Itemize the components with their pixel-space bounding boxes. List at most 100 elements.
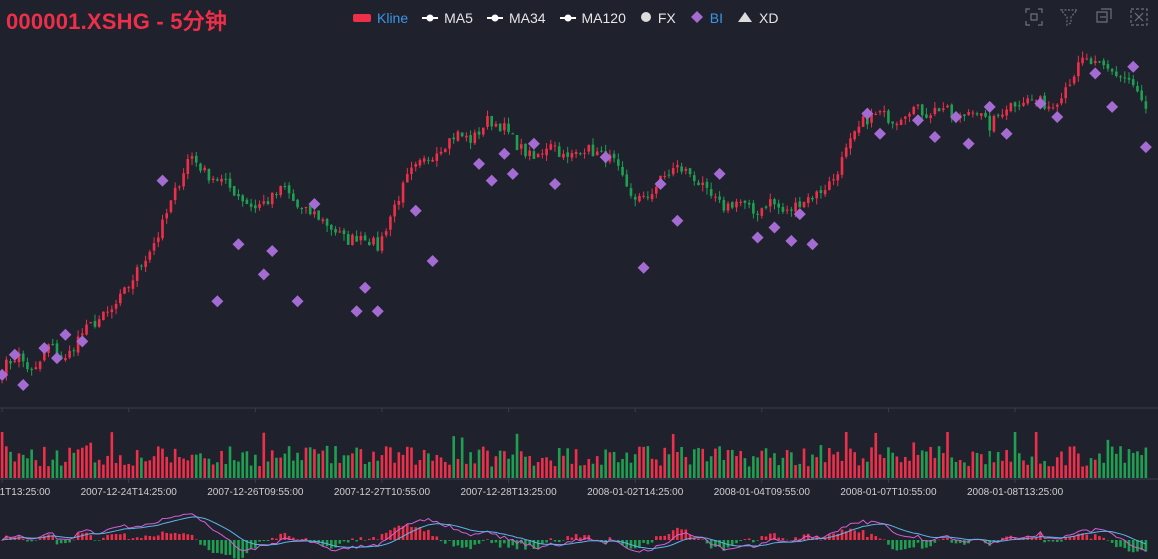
macd-hist-bar — [127, 539, 131, 540]
volume-bar — [64, 461, 67, 478]
candle — [621, 166, 624, 176]
candle — [777, 203, 781, 208]
zoom-icon[interactable] — [1024, 7, 1044, 27]
macd-hist-bar — [228, 540, 232, 555]
candle — [207, 168, 211, 181]
macd-hist-bar — [477, 540, 481, 544]
macd-hist-bar — [165, 532, 169, 540]
legend-item-bi[interactable]: BI — [690, 10, 723, 27]
volume-bar — [389, 447, 392, 478]
volume-bar — [541, 457, 544, 478]
volume-bar — [1140, 455, 1143, 478]
macd-hist-bar — [730, 540, 734, 546]
candle — [570, 153, 574, 158]
macd-hist-bar — [676, 527, 679, 540]
x-tick-label: 2007-12-24T14:25:00 — [81, 487, 178, 498]
volume-bar — [279, 457, 282, 478]
volume-bar — [617, 462, 620, 478]
volume-bar — [296, 452, 299, 478]
candle — [439, 151, 443, 154]
volume-bar — [697, 447, 700, 478]
candle — [1123, 77, 1127, 79]
candle — [887, 110, 890, 123]
candle — [114, 303, 118, 309]
candle — [418, 160, 422, 166]
macd-hist-bar — [422, 531, 426, 540]
macd-hist-bar — [498, 540, 502, 548]
volume-bar — [946, 432, 949, 478]
volume-bar — [152, 456, 156, 478]
macd-hist-bar — [528, 540, 531, 546]
circle-line-icon — [559, 10, 576, 26]
candle — [72, 350, 76, 352]
legend-item-kline[interactable]: Kline — [353, 10, 408, 26]
volume-bar — [351, 453, 354, 478]
legend-item-ma120[interactable]: MA120 — [559, 10, 626, 26]
volume-bar — [1055, 457, 1059, 478]
macd-hist-bar — [895, 540, 899, 551]
volume-bar — [367, 461, 371, 478]
save-image-icon[interactable] — [1129, 7, 1149, 27]
candle — [106, 311, 109, 313]
candle — [372, 237, 375, 245]
volume-bar — [1017, 453, 1021, 478]
macd-hist-bar — [275, 538, 278, 540]
macd-hist-bar — [663, 535, 667, 540]
macd-hist-bar — [904, 540, 907, 550]
legend-item-ma34[interactable]: MA34 — [486, 10, 546, 26]
candle — [308, 205, 312, 215]
volume-bar — [59, 465, 63, 478]
candle — [262, 201, 266, 204]
candle — [612, 153, 616, 159]
macd-hist-bar — [1013, 537, 1017, 540]
macd-hist-bar — [570, 537, 574, 540]
candle — [1085, 58, 1089, 60]
volume-bar — [321, 450, 325, 478]
volume-bar — [216, 462, 219, 478]
volume-bar — [1115, 453, 1118, 478]
volume-bar — [452, 436, 456, 478]
volume-bar — [1085, 465, 1089, 478]
x-tick-label: 2007-12-21T13:25:00 — [0, 487, 51, 498]
volume-bar — [448, 464, 451, 478]
legend-item-ma5[interactable]: MA5 — [422, 10, 473, 26]
candle — [304, 206, 308, 209]
candle — [549, 144, 553, 150]
macd-hist-bar — [359, 537, 363, 540]
macd-hist-bar — [912, 540, 916, 548]
volume-bar — [545, 457, 548, 478]
candle — [671, 168, 675, 175]
zoom-reset-icon[interactable] — [1059, 7, 1079, 27]
bi-marker — [50, 352, 63, 365]
macd-hist-bar — [916, 540, 920, 543]
candle — [228, 178, 232, 188]
macd-hist-bar — [937, 539, 941, 541]
volume-bar — [832, 454, 835, 478]
x-tick-label: 2008-01-04T09:55:00 — [714, 487, 811, 498]
volume-bar — [819, 445, 823, 478]
restore-icon[interactable] — [1094, 7, 1114, 27]
macd-hist-bar — [5, 535, 8, 540]
macd-hist-bar — [186, 534, 190, 540]
macd-hist-bar — [979, 539, 983, 541]
volume-bar — [891, 452, 894, 478]
volume-bar — [469, 452, 472, 478]
legend-item-fx[interactable]: FX — [640, 10, 676, 26]
legend-item-xd[interactable]: XD — [737, 10, 778, 26]
volume-bar — [996, 451, 1000, 478]
macd-hist-bar — [397, 525, 401, 540]
candle — [355, 235, 358, 242]
candle — [287, 185, 291, 194]
candle — [469, 135, 472, 143]
macd-hist-bar — [714, 540, 717, 547]
bi-marker — [1139, 141, 1152, 154]
volume-bar — [194, 454, 198, 478]
volume-bar — [908, 460, 911, 478]
candle — [802, 201, 806, 208]
macd-hist-bar — [891, 540, 894, 550]
candle — [532, 151, 536, 159]
legend-label: MA34 — [508, 10, 546, 26]
volume-bar — [211, 464, 215, 478]
volume-bar — [102, 464, 105, 478]
